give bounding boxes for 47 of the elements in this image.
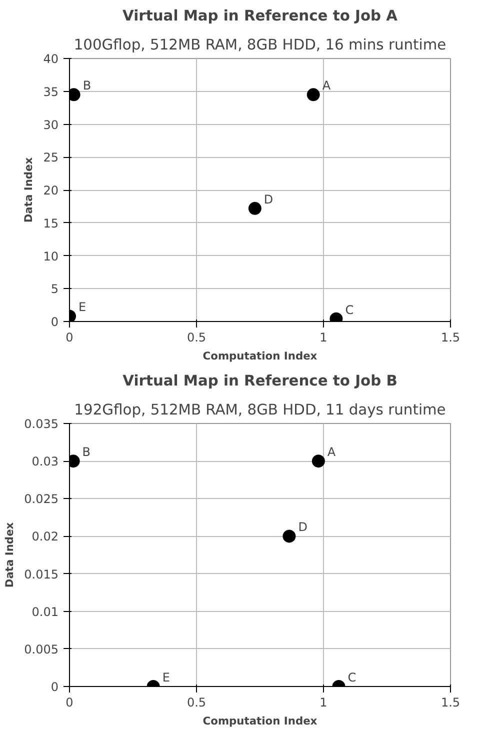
x-tick-label: 1.5 — [440, 330, 460, 344]
x-tick-label: 1.5 — [440, 696, 460, 710]
y-tick-label: 35 — [43, 84, 59, 99]
y-axis-title: Data Index — [3, 522, 16, 588]
y-tick-label: 10 — [43, 249, 59, 264]
x-tick-label: 1 — [320, 330, 328, 344]
y-tick-label: 0.01 — [32, 604, 58, 619]
y-tick-label: 0.015 — [24, 567, 59, 582]
y-tick-label: 25 — [43, 150, 59, 165]
annotation: B — [82, 78, 92, 93]
x-tick-label: 0 — [66, 696, 74, 710]
chart-title: Virtual Map in Reference to Job B — [122, 372, 398, 390]
y-axis-title: Data Index — [22, 157, 36, 223]
chart-subtitle: 192Gflop, 512MB RAM, 8GB HDD, 11 days runtime — [74, 402, 446, 418]
point — [306, 88, 320, 102]
x-axis-title: Computation Index — [202, 714, 318, 728]
y-tick-label: 40 — [43, 52, 59, 66]
y-tick-label: 15 — [43, 216, 59, 230]
x-tick-label: 1 — [320, 696, 328, 710]
annotation: E — [78, 300, 86, 314]
annotation: E — [162, 670, 170, 684]
annotation: A — [322, 78, 332, 93]
y-tick-label: 30 — [43, 118, 59, 132]
chart-subtitle: 100Gflop, 512MB RAM, 8GB HDD, 16 mins runtime — [74, 36, 446, 54]
point — [312, 454, 325, 468]
y-tick-label: 0.025 — [24, 492, 59, 506]
y-tick-label: 5 — [50, 282, 59, 296]
y-tick-label: 0 — [50, 680, 59, 694]
y-tick-label: 20 — [43, 184, 59, 198]
x-axis-title: Computation Index — [202, 350, 318, 362]
y-tick-label: 0.02 — [32, 530, 58, 544]
annotation: D — [264, 192, 274, 206]
point — [282, 530, 296, 543]
x-tick-label: 0.5 — [186, 330, 206, 344]
x-tick-label: 0 — [66, 330, 74, 344]
chart-title: Virtual Map in Reference to Job A — [122, 8, 398, 24]
annotation: A — [327, 445, 336, 460]
annotation: C — [345, 302, 354, 317]
point — [248, 202, 262, 215]
annotation: B — [82, 445, 91, 460]
annotation: D — [298, 520, 308, 534]
y-tick-label: 0.03 — [32, 454, 58, 469]
y-tick-label: 0.035 — [24, 417, 59, 431]
y-tick-label: 0.005 — [24, 642, 59, 656]
y-tick-label: 0 — [50, 315, 59, 329]
x-tick-label: 0.5 — [186, 696, 206, 710]
annotation: C — [348, 670, 356, 684]
